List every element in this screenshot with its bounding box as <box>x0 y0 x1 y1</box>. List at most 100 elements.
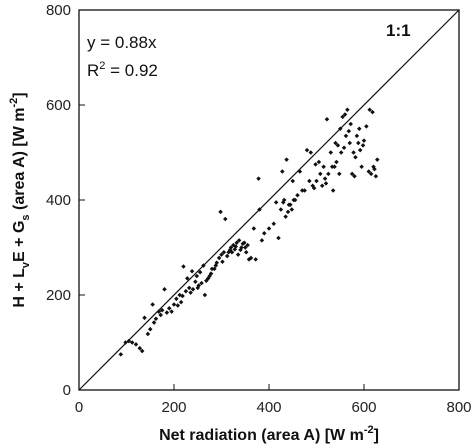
y-axis-title: H + LvE + Gs (area A) [W m-2] <box>8 92 32 307</box>
data-point <box>304 147 310 153</box>
one-to-one-line <box>78 9 460 391</box>
data-point <box>123 340 128 345</box>
data-point <box>147 326 153 332</box>
data-point <box>142 315 147 321</box>
data-point <box>178 299 184 305</box>
data-point <box>197 269 203 275</box>
data-point <box>218 209 223 215</box>
data-point <box>318 171 323 177</box>
data-point <box>188 290 193 295</box>
data-point <box>266 226 272 231</box>
data-point <box>150 302 155 307</box>
x-tick-label: 200 <box>161 399 186 416</box>
data-point <box>314 178 319 184</box>
data-point <box>208 271 214 276</box>
data-point <box>185 276 190 281</box>
data-point <box>290 178 296 184</box>
data-point <box>316 159 322 165</box>
data-point <box>345 107 350 113</box>
y-tick-label: 600 <box>46 97 71 114</box>
data-point <box>361 138 367 143</box>
data-point <box>346 128 352 134</box>
data-point <box>373 173 379 179</box>
data-point <box>328 150 334 155</box>
data-point <box>356 126 362 132</box>
data-point <box>351 150 356 155</box>
x-tick-label: 0 <box>75 399 83 416</box>
data-point <box>289 207 295 212</box>
data-point <box>353 154 358 160</box>
data-point <box>284 157 289 162</box>
data-point <box>329 164 335 170</box>
y-tick-label: 800 <box>46 2 71 19</box>
data-point <box>370 109 375 115</box>
data-point <box>251 226 257 231</box>
data-point <box>137 345 143 351</box>
data-point <box>189 268 195 274</box>
data-point <box>348 121 353 127</box>
data-point <box>324 116 330 122</box>
data-point <box>343 133 349 139</box>
data-point <box>180 293 185 299</box>
data-point <box>347 140 353 146</box>
data-point <box>145 331 151 337</box>
data-point <box>313 162 318 167</box>
x-axis-title: Net radiation (area A) [W m-2] <box>159 424 379 444</box>
data-point <box>139 348 145 354</box>
data-point <box>326 171 331 177</box>
data-point <box>334 159 339 165</box>
data-point <box>126 338 132 344</box>
data-points <box>118 107 380 357</box>
y-tick-label: 400 <box>46 192 71 209</box>
data-point <box>151 320 157 325</box>
data-point <box>214 260 220 265</box>
data-point <box>243 249 249 255</box>
data-point <box>308 150 314 155</box>
data-point <box>280 169 285 174</box>
data-point <box>190 287 196 292</box>
data-point <box>181 264 186 269</box>
data-point <box>338 150 344 155</box>
data-point <box>166 306 172 311</box>
data-point <box>354 133 360 139</box>
data-point <box>295 192 300 198</box>
data-point <box>169 309 174 314</box>
x-tick-label: 800 <box>446 399 471 416</box>
one-to-one-label: 1:1 <box>386 21 411 40</box>
data-point <box>194 273 200 279</box>
data-point <box>164 310 170 315</box>
data-point <box>216 255 222 261</box>
data-point <box>253 257 258 262</box>
data-point <box>278 207 284 212</box>
x-tick-label: 400 <box>256 399 281 416</box>
data-point <box>271 221 277 227</box>
data-point <box>199 280 204 286</box>
r-squared-annotation: R2 = 0.92 <box>87 60 158 80</box>
data-point <box>323 181 329 186</box>
data-point <box>209 266 215 272</box>
data-point <box>174 296 179 302</box>
data-point <box>220 259 225 265</box>
data-point <box>162 287 167 292</box>
data-point <box>256 176 261 181</box>
data-point <box>321 164 326 170</box>
data-point <box>332 164 337 170</box>
data-point <box>153 316 159 322</box>
data-point <box>202 292 208 298</box>
data-point <box>322 176 328 181</box>
data-point <box>276 235 281 241</box>
data-point <box>133 342 139 347</box>
data-point <box>223 216 228 222</box>
data-point <box>235 252 241 257</box>
data-point <box>171 302 177 307</box>
equation-annotation: y = 0.88x <box>87 33 157 52</box>
data-point <box>259 238 265 243</box>
data-point <box>212 266 217 272</box>
data-point <box>193 279 198 284</box>
data-point <box>360 143 366 148</box>
data-point <box>118 352 124 357</box>
tick-marks <box>78 9 460 391</box>
y-tick-label: 0 <box>63 382 71 399</box>
data-point <box>186 285 192 291</box>
data-point <box>319 183 325 189</box>
